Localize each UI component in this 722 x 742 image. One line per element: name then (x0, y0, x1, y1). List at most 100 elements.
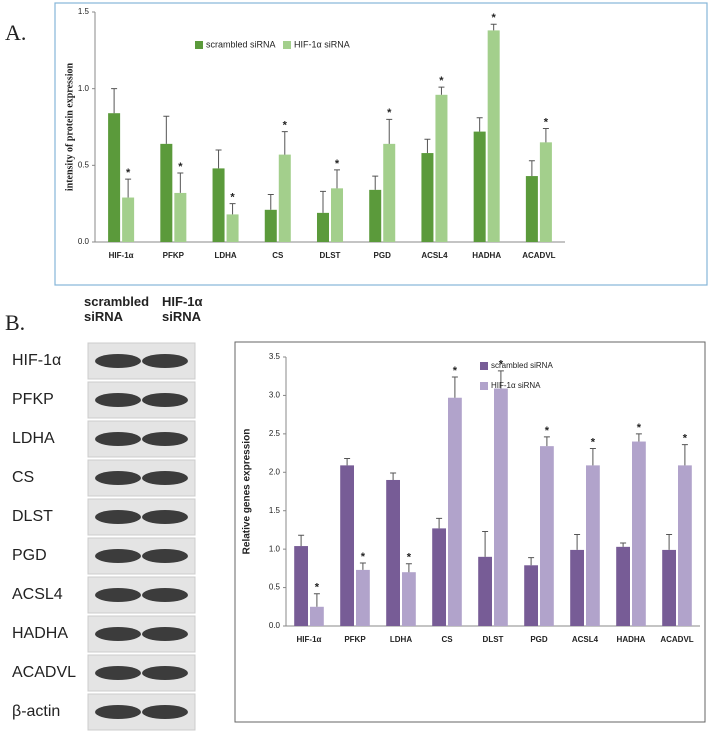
blot-band (142, 354, 188, 368)
error-bar (267, 193, 274, 210)
bar (122, 197, 135, 242)
legend-swatch (283, 41, 291, 49)
significance-mark: * (637, 422, 642, 434)
bar (294, 546, 308, 626)
significance-mark: * (283, 120, 288, 132)
blot-band (142, 549, 188, 563)
bar (212, 168, 225, 242)
bar (226, 214, 239, 242)
legend-label: scrambled siRNA (491, 361, 553, 370)
bar (278, 154, 291, 242)
blot-row-label: CS (12, 469, 34, 486)
legend-swatch (480, 362, 488, 370)
y-tick-label: 0.0 (269, 621, 281, 630)
significance-mark: * (492, 12, 497, 24)
bar (524, 565, 538, 626)
blot-band (95, 666, 141, 680)
bar (678, 465, 692, 626)
blot-row-label: ACSL4 (12, 586, 63, 603)
blot-band (95, 354, 141, 368)
error-bar (125, 178, 132, 198)
blot-row-label: ACADVL (12, 664, 76, 681)
y-tick-label: 2.5 (269, 429, 281, 438)
error-bar (372, 175, 379, 190)
blot-row-label: DLST (12, 508, 53, 525)
error-bar (451, 376, 458, 398)
error-bar (405, 563, 412, 573)
error-bar (390, 472, 397, 480)
blot-band (95, 705, 141, 719)
bar (331, 188, 344, 242)
bar (478, 556, 492, 626)
x-tick-label: HIF-1α (297, 635, 322, 644)
x-tick-label: PFKP (344, 635, 366, 644)
error-bar (589, 447, 596, 466)
error-bar (476, 117, 483, 132)
blot-band (95, 549, 141, 563)
significance-mark: * (544, 116, 549, 128)
x-tick-label: ACADVL (660, 635, 693, 644)
significance-mark: * (499, 359, 504, 371)
bar (264, 209, 277, 242)
bar (435, 94, 448, 242)
error-bar (528, 557, 535, 566)
bar (108, 113, 121, 242)
x-tick-label: HADHA (617, 635, 646, 644)
error-bar (281, 131, 288, 155)
blot-row-label: PFKP (12, 391, 54, 408)
blot-row-label: HADHA (12, 625, 68, 642)
bar (525, 176, 538, 242)
significance-mark: * (126, 167, 131, 179)
bar (160, 143, 173, 242)
error-bar (528, 160, 535, 177)
bar (383, 143, 396, 242)
significance-mark: * (335, 158, 340, 170)
blot-band (142, 666, 188, 680)
bar (540, 446, 554, 626)
bar (539, 142, 552, 242)
x-tick-label: CS (441, 635, 453, 644)
error-bar (574, 534, 581, 550)
x-tick-label: PGD (374, 251, 392, 260)
error-bar (386, 118, 393, 144)
bar (632, 441, 646, 626)
error-bar (229, 203, 236, 215)
bar (356, 569, 370, 626)
bar (316, 212, 329, 242)
blot-band (95, 627, 141, 641)
blot-band (142, 627, 188, 641)
error-bar (482, 530, 489, 557)
error-bar (620, 542, 627, 547)
bar (616, 546, 630, 626)
blot-band (142, 588, 188, 602)
bar (310, 606, 324, 626)
significance-mark: * (591, 436, 596, 448)
legend-label: HIF-1α siRNA (294, 39, 350, 49)
error-bar (438, 86, 445, 95)
error-bar (215, 149, 222, 169)
panel-a-frame (54, 2, 708, 286)
error-bar (163, 115, 170, 144)
y-tick-label: 1.5 (269, 506, 281, 515)
bar (402, 572, 416, 626)
x-tick-label: HADHA (472, 251, 501, 260)
y-tick-label: 0.0 (78, 237, 90, 246)
significance-mark: * (361, 551, 366, 563)
significance-mark: * (315, 582, 320, 594)
error-bar (313, 593, 320, 607)
significance-mark: * (683, 433, 688, 445)
y-tick-label: 1.5 (78, 7, 90, 16)
significance-mark: * (407, 552, 412, 564)
x-tick-label: LDHA (390, 635, 412, 644)
error-bar (424, 138, 431, 154)
x-tick-label: ACSL4 (572, 635, 599, 644)
error-bar (298, 534, 305, 547)
error-bar (359, 562, 366, 570)
bar (570, 549, 584, 626)
error-bar (319, 190, 326, 213)
blot-column-label: scrambled siRNA (84, 294, 150, 324)
blot-band (95, 432, 141, 446)
significance-mark: * (178, 161, 183, 173)
